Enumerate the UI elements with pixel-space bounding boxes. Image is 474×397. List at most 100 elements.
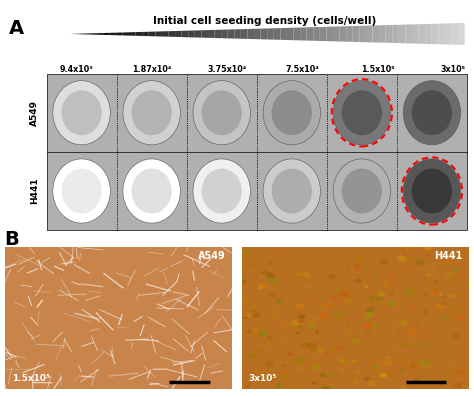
Circle shape bbox=[294, 264, 300, 268]
Circle shape bbox=[332, 288, 340, 293]
Polygon shape bbox=[353, 26, 359, 42]
Circle shape bbox=[343, 298, 352, 304]
Circle shape bbox=[383, 360, 392, 365]
Ellipse shape bbox=[333, 81, 391, 145]
Circle shape bbox=[404, 289, 414, 296]
Circle shape bbox=[246, 385, 251, 387]
Circle shape bbox=[452, 386, 456, 388]
Circle shape bbox=[397, 256, 406, 262]
Circle shape bbox=[425, 246, 432, 250]
Circle shape bbox=[408, 256, 412, 259]
Circle shape bbox=[275, 298, 283, 304]
Circle shape bbox=[267, 375, 276, 380]
Circle shape bbox=[355, 371, 361, 375]
Circle shape bbox=[315, 331, 319, 333]
Circle shape bbox=[328, 372, 338, 378]
Polygon shape bbox=[327, 27, 333, 41]
Polygon shape bbox=[83, 33, 90, 35]
Circle shape bbox=[355, 274, 360, 278]
Polygon shape bbox=[103, 33, 109, 35]
Polygon shape bbox=[392, 25, 399, 43]
Circle shape bbox=[352, 338, 361, 344]
Circle shape bbox=[268, 270, 273, 272]
Circle shape bbox=[465, 285, 470, 288]
Circle shape bbox=[423, 310, 428, 314]
Circle shape bbox=[267, 261, 273, 265]
Text: Initial cell seeding density (cells/well): Initial cell seeding density (cells/well… bbox=[153, 16, 376, 26]
Circle shape bbox=[373, 273, 379, 277]
Polygon shape bbox=[412, 24, 419, 44]
Circle shape bbox=[352, 380, 358, 384]
Circle shape bbox=[304, 285, 310, 288]
Circle shape bbox=[297, 319, 303, 323]
Circle shape bbox=[268, 292, 276, 298]
Circle shape bbox=[346, 265, 351, 268]
Circle shape bbox=[310, 298, 316, 301]
Polygon shape bbox=[307, 27, 313, 41]
Polygon shape bbox=[293, 27, 300, 40]
Polygon shape bbox=[379, 25, 386, 43]
Circle shape bbox=[338, 294, 340, 296]
Circle shape bbox=[341, 290, 351, 296]
Ellipse shape bbox=[412, 90, 452, 135]
Circle shape bbox=[283, 322, 291, 327]
Circle shape bbox=[291, 320, 300, 326]
Circle shape bbox=[365, 268, 368, 270]
Circle shape bbox=[380, 361, 385, 364]
Circle shape bbox=[254, 349, 263, 354]
Text: A549: A549 bbox=[30, 100, 39, 126]
Circle shape bbox=[390, 274, 397, 278]
Circle shape bbox=[393, 375, 396, 377]
Text: 3x10⁵: 3x10⁵ bbox=[440, 65, 465, 74]
Circle shape bbox=[352, 348, 356, 351]
Circle shape bbox=[241, 297, 249, 302]
Ellipse shape bbox=[132, 90, 172, 135]
Text: H441: H441 bbox=[30, 178, 39, 204]
Circle shape bbox=[368, 381, 376, 386]
Circle shape bbox=[303, 383, 308, 386]
Circle shape bbox=[312, 318, 318, 322]
Circle shape bbox=[404, 324, 407, 325]
Polygon shape bbox=[432, 24, 438, 44]
Circle shape bbox=[409, 362, 419, 368]
Ellipse shape bbox=[53, 81, 110, 145]
Polygon shape bbox=[136, 32, 142, 36]
Circle shape bbox=[389, 291, 395, 295]
Circle shape bbox=[336, 345, 345, 351]
Circle shape bbox=[394, 331, 402, 336]
Ellipse shape bbox=[201, 90, 242, 135]
Polygon shape bbox=[149, 32, 155, 37]
Circle shape bbox=[420, 361, 430, 367]
Circle shape bbox=[301, 343, 309, 349]
Circle shape bbox=[307, 343, 317, 349]
Circle shape bbox=[355, 279, 362, 283]
Circle shape bbox=[315, 387, 318, 389]
Text: 7.5x10⁴: 7.5x10⁴ bbox=[286, 65, 319, 74]
Text: H441: H441 bbox=[434, 251, 463, 261]
Circle shape bbox=[450, 378, 453, 380]
Circle shape bbox=[246, 335, 248, 337]
Circle shape bbox=[366, 279, 369, 281]
Circle shape bbox=[354, 258, 356, 260]
Circle shape bbox=[244, 317, 247, 319]
Polygon shape bbox=[142, 32, 149, 36]
Polygon shape bbox=[188, 31, 195, 37]
Circle shape bbox=[384, 374, 387, 376]
Circle shape bbox=[419, 324, 422, 326]
Circle shape bbox=[330, 295, 339, 301]
Polygon shape bbox=[274, 28, 280, 40]
Circle shape bbox=[304, 257, 309, 260]
Text: B: B bbox=[5, 230, 19, 249]
Circle shape bbox=[422, 290, 426, 293]
Circle shape bbox=[342, 293, 348, 297]
Text: 1.87x10⁴: 1.87x10⁴ bbox=[132, 65, 172, 74]
Circle shape bbox=[401, 360, 405, 362]
Circle shape bbox=[356, 259, 364, 264]
Circle shape bbox=[338, 358, 346, 363]
Ellipse shape bbox=[193, 81, 250, 145]
Circle shape bbox=[434, 259, 436, 260]
Circle shape bbox=[319, 372, 327, 378]
Circle shape bbox=[444, 338, 447, 339]
Circle shape bbox=[274, 383, 282, 387]
Circle shape bbox=[309, 251, 314, 254]
